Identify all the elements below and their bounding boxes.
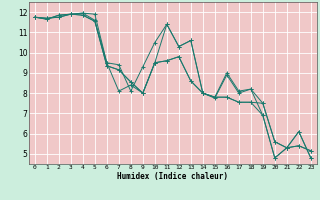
X-axis label: Humidex (Indice chaleur): Humidex (Indice chaleur): [117, 172, 228, 181]
